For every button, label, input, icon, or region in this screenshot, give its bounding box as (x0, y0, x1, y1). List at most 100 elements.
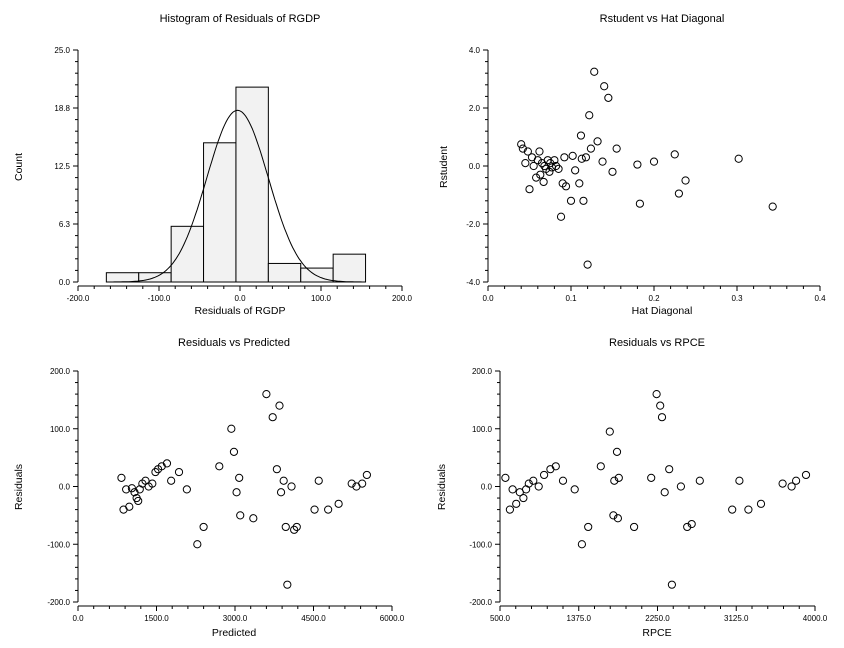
scatter-point (148, 479, 157, 488)
scatter-point (505, 505, 514, 514)
scatter-point (683, 522, 692, 532)
scatter-point (199, 522, 208, 532)
scatter-point (167, 476, 176, 485)
scatter-point (610, 476, 619, 485)
y-tick-label: 100.0 (50, 425, 71, 434)
scatter-point (534, 482, 543, 491)
scatter-point (551, 462, 560, 471)
scatter-point (287, 482, 296, 491)
x-tick-label: 500.0 (490, 614, 511, 623)
scatter-point (521, 159, 530, 168)
scatter-point (792, 476, 801, 485)
scatter-point (612, 447, 622, 456)
scatter-point (566, 196, 576, 205)
x-tick-label: 0.4 (814, 294, 826, 303)
scatter-point (585, 111, 594, 120)
scatter-point (227, 424, 236, 433)
scatter-point (529, 476, 538, 485)
scatter-point (540, 470, 549, 480)
scatter-point (576, 131, 586, 140)
panel-histogram: Histogram of Residuals of RGDP 0.0 6.3 12.… (13, 13, 413, 317)
scatter-point (558, 476, 568, 485)
scatter-point (262, 390, 271, 399)
x-tick-label: 0.0 (482, 294, 494, 303)
scatter-point (281, 522, 290, 532)
y-axis-label: Rstudent (438, 146, 450, 188)
y-tick-label: -4.0 (466, 278, 480, 287)
scatter-point (665, 465, 674, 474)
scatter-point (577, 154, 586, 163)
x-tick-label: 0.2 (648, 294, 660, 303)
scatter-point (551, 161, 561, 171)
x-tick-label: 6000.0 (380, 614, 405, 623)
scatter-point (568, 151, 577, 160)
scatter-point (127, 484, 137, 493)
scatter-point (681, 176, 690, 185)
scatter-point (276, 488, 286, 497)
scatter-point (545, 167, 554, 176)
scatter-point (630, 522, 639, 532)
y-tick-label: -2.0 (466, 220, 480, 229)
scatter-point (554, 164, 563, 173)
scatter-point (512, 499, 521, 508)
scatter-point (734, 154, 743, 163)
y-axis-label: Count (13, 153, 25, 181)
y-tick-label: 12.5 (54, 162, 70, 171)
scatter-point (571, 166, 580, 175)
scatter-point (524, 479, 533, 488)
chart-title: Residuals vs RPCE (609, 337, 705, 349)
normal-curve-line (106, 109, 366, 283)
scatter-point (674, 189, 684, 198)
scatter-point (787, 482, 796, 491)
x-tick-label: 3000.0 (223, 614, 248, 623)
scatter-point (583, 260, 592, 269)
histogram-bar (332, 253, 367, 283)
chart-title: Residuals vs Predicted (178, 337, 290, 349)
scatter-point (647, 473, 656, 482)
scatter-point (539, 177, 548, 187)
scatter-point (744, 505, 753, 514)
scatter-point (232, 488, 241, 497)
scatter-point (125, 502, 134, 511)
scatter-point (519, 493, 528, 503)
y-tick-label: 2.0 (469, 104, 481, 113)
x-tick-label: 0.0 (234, 294, 246, 303)
scatter-point (656, 401, 665, 410)
scatter-point (279, 476, 288, 485)
scatter-point (728, 505, 737, 514)
scatter-point (236, 511, 245, 520)
x-tick-label: 4500.0 (301, 614, 326, 623)
scatter-point (575, 179, 584, 188)
scatter-point (501, 473, 510, 482)
histogram-bar (203, 142, 237, 283)
scatter-point (182, 485, 191, 494)
scatter-point (676, 482, 686, 491)
scatter-point (268, 413, 277, 422)
scatter-point (670, 150, 679, 159)
scatter-point (249, 514, 258, 523)
y-tick-label: 25.0 (54, 46, 70, 55)
scatter-point (609, 511, 618, 520)
chart-title: Rstudent vs Hat Diagonal (600, 13, 725, 25)
scatter-point (556, 212, 566, 221)
y-tick-label: 18.8 (54, 104, 70, 113)
scatter-point (334, 499, 343, 508)
scatter-point (162, 459, 172, 468)
scatter-point (581, 153, 591, 162)
chart-title: Histogram of Residuals of RGDP (160, 13, 321, 25)
histogram-bar (267, 262, 302, 283)
scatter-point (122, 485, 131, 494)
scatter-point (584, 522, 593, 532)
histogram-bar (170, 225, 205, 283)
scatter-point (532, 173, 541, 182)
scatter-point (778, 479, 787, 488)
scatter-point (508, 485, 517, 494)
y-tick-label: 0.0 (481, 483, 493, 492)
scatter-point (525, 185, 534, 194)
scatter-point (612, 144, 621, 153)
y-tick-label: 4.0 (469, 46, 481, 55)
scatter-point (635, 199, 644, 208)
scatter-point (590, 67, 599, 76)
y-tick-label: -200.0 (47, 598, 70, 607)
histogram-bar (105, 272, 140, 283)
